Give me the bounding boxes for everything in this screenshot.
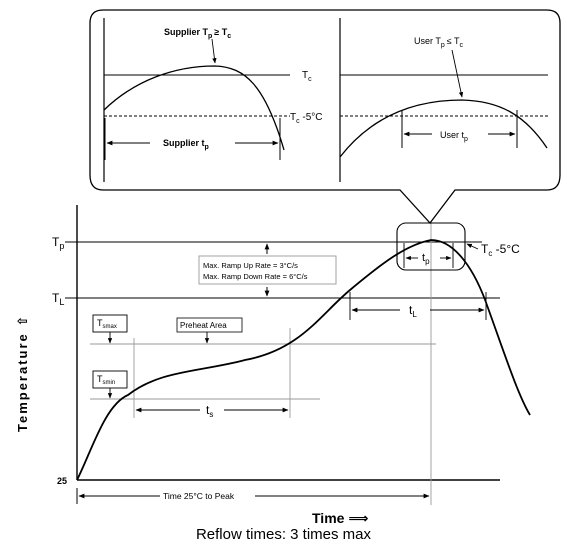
callout-left-curve xyxy=(103,65,285,151)
preheat-box xyxy=(176,317,243,333)
ramp-down-label: Max. Ramp Down Rate = 6°C/s xyxy=(203,272,308,281)
user-tp-label: User Tp ≤ Tc xyxy=(414,36,464,49)
y-axis-title: Temperature ⇧ xyxy=(15,314,30,432)
peak-tp-label: tp xyxy=(422,252,430,266)
tl-span-label: tL xyxy=(409,303,417,319)
time-to-peak-label: Time 25°C to Peak xyxy=(163,491,235,501)
callout-right-curve xyxy=(339,99,548,158)
caption: Reflow times: 3 times max xyxy=(195,526,372,543)
reflow-curve xyxy=(76,239,531,481)
preheat-label: Preheat Area xyxy=(180,321,227,330)
peak-zoom-box xyxy=(396,222,466,271)
tsmax-label: Tsmax xyxy=(97,318,117,330)
main-profile: Tp TL 25 Max. Ramp Up Rate = 3°C/s Max. … xyxy=(15,205,531,526)
tc5-pointer xyxy=(466,243,479,250)
supplier-tp-range-label: Supplier tp xyxy=(163,138,209,151)
ramp-up-label: Max. Ramp Up Rate = 3°C/s xyxy=(203,261,298,270)
tl-axis-label: TL xyxy=(52,291,64,307)
ramp-rate-box xyxy=(198,255,337,285)
tick-25-label: 25 xyxy=(57,476,67,486)
tc5-right-label: Tc -5°C xyxy=(481,242,520,258)
callout-tc-label: Tc xyxy=(302,70,312,83)
user-tp-range-label: User tp xyxy=(440,130,468,143)
x-axis-title: Time ⟹ xyxy=(312,510,368,526)
user-pointer xyxy=(451,49,464,98)
ts-label: ts xyxy=(206,403,213,419)
callout-frame xyxy=(89,9,561,225)
supplier-pointer xyxy=(211,38,217,64)
callout-panel: Supplier Tp ≥ Tc User Tp ≤ Tc Tc Tc -5°C S… xyxy=(89,9,561,225)
callout-tc5-label: Tc -5°C xyxy=(290,112,323,125)
tp-axis-label: Tp xyxy=(52,235,64,251)
tsmin-label: Tsmin xyxy=(97,374,115,386)
supplier-tp-label: Supplier Tp ≥ Tc xyxy=(164,27,231,40)
